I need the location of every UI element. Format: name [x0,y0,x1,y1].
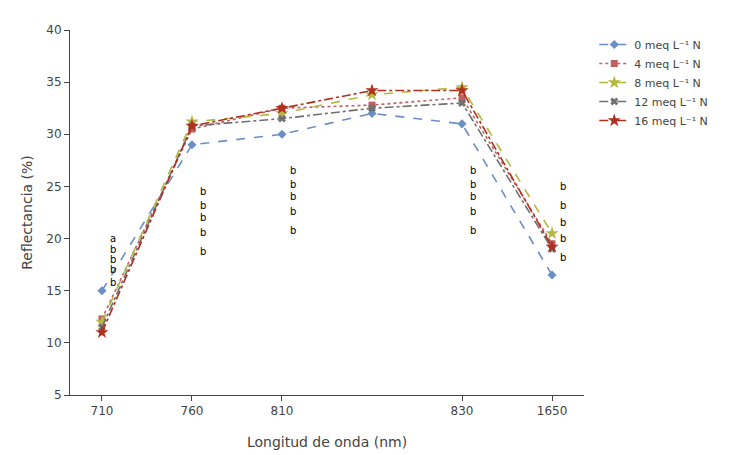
svg-text:5: 5 [54,388,62,402]
svg-text:b: b [470,191,476,202]
svg-text:b: b [470,165,476,176]
svg-text:b: b [290,191,296,202]
svg-text:b: b [470,225,476,236]
svg-text:710: 710 [90,404,113,418]
svg-text:b: b [560,252,566,263]
svg-text:b: b [200,186,206,197]
svg-text:35: 35 [46,75,61,89]
svg-text:20: 20 [46,232,61,246]
svg-text:b: b [290,225,296,236]
svg-text:12 meq L⁻¹ N: 12 meq L⁻¹ N [634,96,708,109]
svg-text:760: 760 [181,404,204,418]
svg-text:30: 30 [46,127,61,141]
svg-text:Reflectancia (%): Reflectancia (%) [19,155,35,270]
svg-text:10: 10 [46,336,61,350]
svg-text:40: 40 [46,23,61,37]
svg-text:b: b [200,212,206,223]
svg-text:b: b [200,246,206,257]
svg-text:b: b [110,277,116,288]
svg-text:b: b [560,200,566,211]
svg-text:b: b [110,244,116,255]
svg-text:25: 25 [46,180,61,194]
svg-text:810: 810 [271,404,294,418]
svg-text:b: b [200,227,206,238]
svg-text:b: b [110,254,116,265]
svg-text:830: 830 [451,404,474,418]
svg-text:15: 15 [46,284,61,298]
svg-text:b: b [470,179,476,190]
svg-text:a: a [110,233,116,244]
svg-text:4 meq L⁻¹ N: 4 meq L⁻¹ N [634,58,701,71]
svg-text:Longitud de onda (nm): Longitud de onda (nm) [247,434,407,450]
svg-text:b: b [290,206,296,217]
svg-text:b: b [560,217,566,228]
svg-text:b: b [560,233,566,244]
svg-text:16 meq L⁻¹ N: 16 meq L⁻¹ N [634,115,708,128]
svg-text:b: b [470,206,476,217]
svg-text:b: b [290,165,296,176]
svg-text:0 meq L⁻¹ N: 0 meq L⁻¹ N [634,39,701,52]
svg-text:b: b [290,179,296,190]
svg-text:b: b [110,264,116,275]
svg-text:b: b [560,181,566,192]
svg-text:8 meq L⁻¹ N: 8 meq L⁻¹ N [634,77,701,90]
svg-text:b: b [200,200,206,211]
svg-text:1650: 1650 [537,404,568,418]
